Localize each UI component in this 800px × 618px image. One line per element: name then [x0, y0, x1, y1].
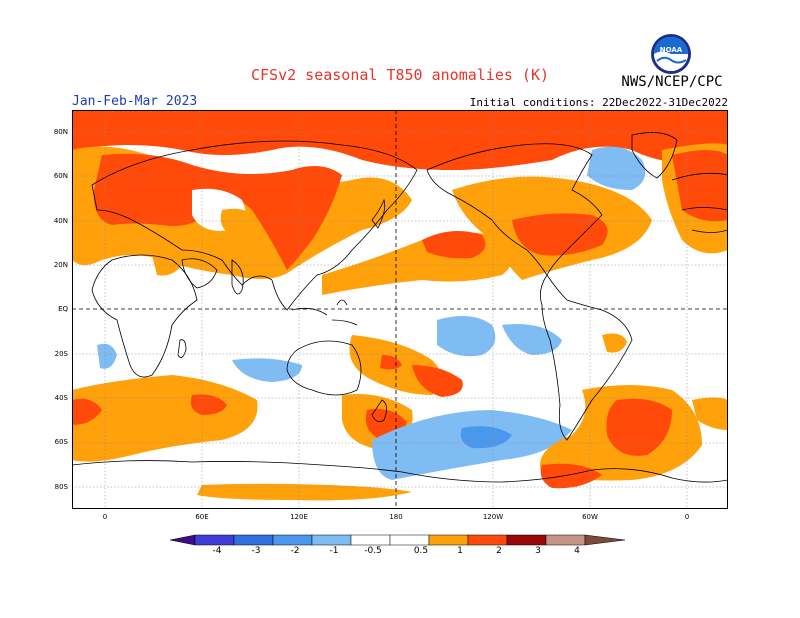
- noaa-logo: NOAA: [651, 34, 691, 74]
- lat-label: 60S: [54, 438, 68, 446]
- colorbar-tick: -4: [212, 546, 222, 556]
- colorbar-tick: 0.5: [413, 546, 429, 556]
- colorbar: [170, 534, 626, 546]
- lon-label: 180: [389, 513, 403, 521]
- colorbar-tick: 3: [535, 546, 541, 556]
- colorbar-swatch: [467, 534, 508, 546]
- warm-anomaly-arctic: [72, 110, 728, 170]
- lat-label: 80N: [53, 128, 68, 136]
- lat-label: EQ: [58, 305, 68, 313]
- colorbar-swatch: [272, 534, 313, 546]
- equator-and-dateline: [72, 110, 728, 509]
- warm-anomaly-north-america: [452, 146, 652, 280]
- colorbar-tick: 4: [574, 546, 580, 556]
- anomaly-map: [72, 110, 728, 509]
- warm-anomaly-north-pacific: [322, 231, 512, 295]
- warm-anomaly-atlantic: [662, 143, 728, 254]
- lon-label: 60W: [582, 513, 598, 521]
- colorbar-swatch: [233, 534, 274, 546]
- lon-label: 0: [684, 513, 690, 521]
- lat-label: 20S: [54, 350, 68, 358]
- colorbar-swatch: [350, 534, 391, 546]
- coastlines: [72, 132, 728, 483]
- logo-text: NOAA: [660, 46, 683, 54]
- colorbar-swatch: [389, 534, 430, 546]
- colorbar-swatch: [506, 534, 547, 546]
- colorbar-arrow-low: [170, 534, 196, 546]
- colorbar-tick: -1: [329, 546, 339, 556]
- colorbar-swatch: [428, 534, 469, 546]
- colorbar-tick: -3: [251, 546, 261, 556]
- southern-anomalies: [72, 375, 728, 501]
- colorbar-swatch: [311, 534, 352, 546]
- tropical-anomalies: [97, 253, 627, 397]
- warm-anomaly-eurasia: [72, 146, 412, 279]
- lon-label: 0: [102, 513, 108, 521]
- lat-label: 60N: [53, 172, 68, 180]
- lat-label: 80S: [54, 483, 68, 491]
- lon-label: 120E: [290, 513, 308, 521]
- lat-label: 40S: [54, 394, 68, 402]
- season-label: Jan-Feb-Mar 2023: [72, 94, 198, 109]
- map-title: CFSv2 seasonal T850 anomalies (K): [250, 66, 549, 84]
- colorbar-arrow-high: [584, 534, 626, 546]
- colorbar-tick: 2: [496, 546, 502, 556]
- colorbar-swatch: [545, 534, 586, 546]
- lon-label: 60E: [195, 513, 209, 521]
- lat-label: 40N: [53, 217, 68, 225]
- colorbar-tick: -2: [290, 546, 300, 556]
- graticule: [72, 110, 728, 509]
- lon-label: 120W: [482, 513, 504, 521]
- agency-label: NWS/NCEP/CPC: [621, 74, 723, 90]
- initial-conditions-label: Initial conditions: 22Dec2022-31Dec2022: [469, 96, 728, 109]
- lat-label: 20N: [53, 261, 68, 269]
- colorbar-swatch: [194, 534, 235, 546]
- colorbar-tick: -0.5: [364, 546, 382, 556]
- colorbar-tick: 1: [457, 546, 463, 556]
